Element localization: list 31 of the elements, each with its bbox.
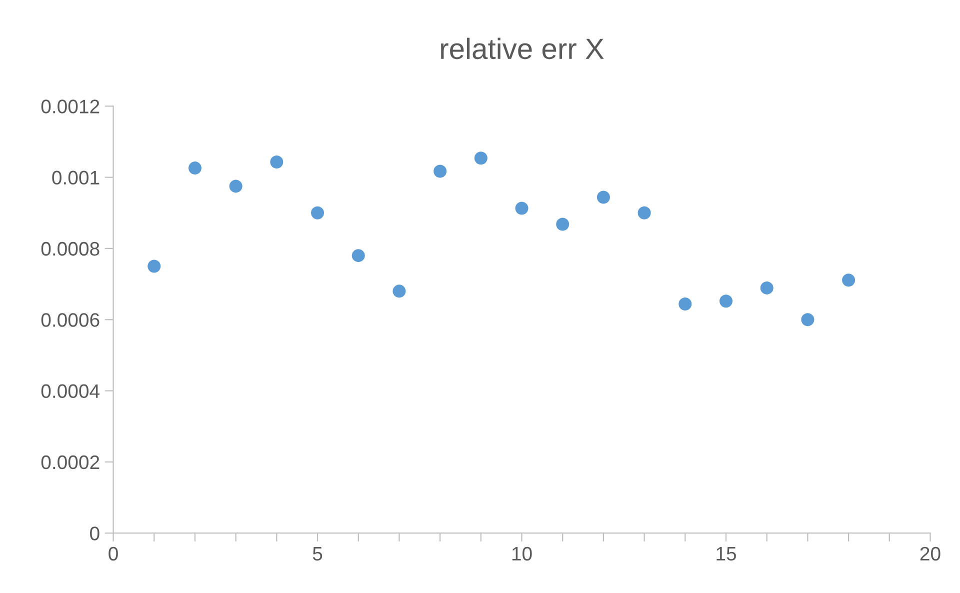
point	[392, 284, 406, 298]
y-tick-label: 0.0004	[41, 384, 100, 398]
point	[311, 206, 324, 220]
point	[229, 180, 242, 193]
x-tick-label: 20	[920, 546, 940, 561]
point	[760, 281, 774, 294]
point	[719, 294, 733, 308]
y-tick-label: 0.0006	[41, 313, 100, 327]
y-tick-label: 0.0012	[41, 100, 100, 114]
point	[678, 297, 692, 310]
x-tick-label: 15	[716, 547, 736, 561]
x-tick-label: 5	[312, 547, 322, 561]
point	[474, 152, 488, 165]
point	[556, 218, 570, 231]
x-tick-label: 10	[512, 546, 532, 561]
x-tick-label: 0	[108, 546, 118, 561]
point	[515, 202, 528, 215]
point	[434, 164, 447, 178]
point	[270, 156, 284, 169]
point	[801, 313, 814, 326]
point	[148, 260, 161, 273]
point	[352, 249, 365, 262]
chart-title: relative err X	[441, 38, 604, 60]
point	[638, 206, 651, 220]
y-tick-label: 0.0008	[41, 242, 100, 256]
point	[842, 274, 856, 287]
point	[596, 190, 610, 204]
y-tick-label: 0.001	[52, 170, 100, 185]
y-tick-label: 0.0002	[41, 455, 100, 470]
point	[188, 162, 202, 175]
y-tick-label: 0	[90, 526, 100, 540]
